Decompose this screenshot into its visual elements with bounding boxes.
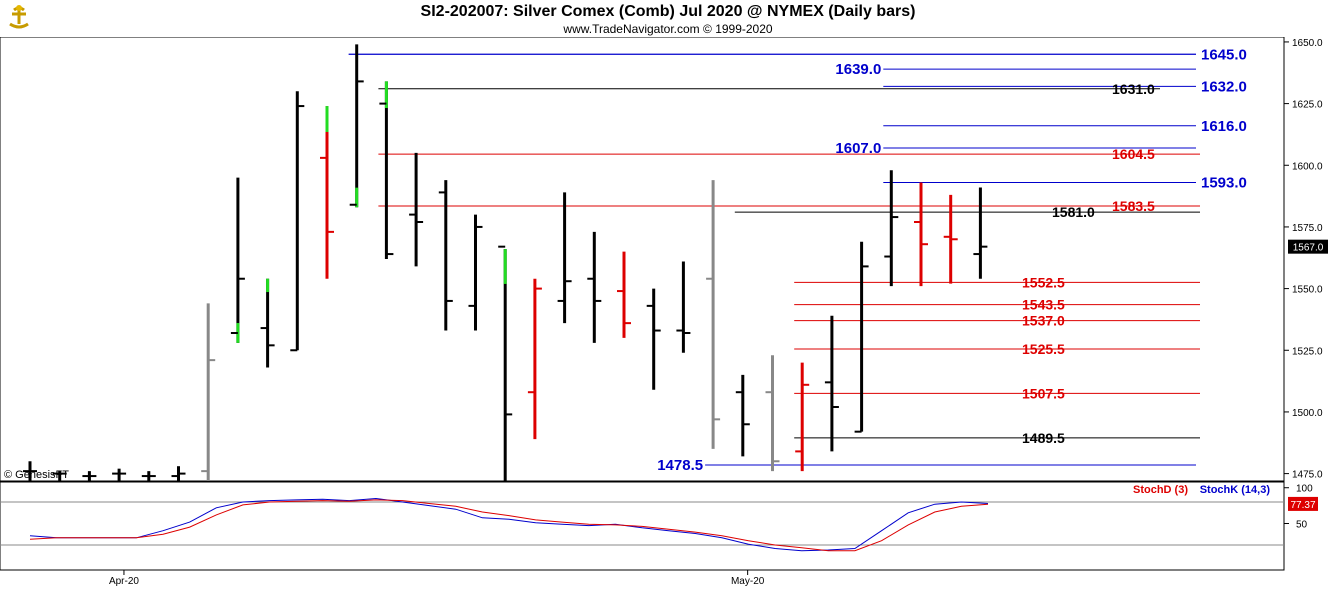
level-label: 1543.5: [1022, 297, 1065, 313]
level-label: 1604.5: [1112, 146, 1155, 162]
level-label: 1489.5: [1022, 430, 1065, 446]
stoch-last-box: [1288, 496, 1318, 511]
level-label: 1537.0: [1022, 313, 1065, 329]
date-axis: Apr-20 May-20: [109, 570, 765, 587]
date-tick-label: Apr-20: [109, 576, 139, 587]
stoch-k-legend: StochK (14,3): [1200, 484, 1271, 496]
level-label: 1583.5: [1112, 198, 1155, 214]
level-label: 1507.5: [1022, 385, 1065, 401]
level-label: 1639.0: [835, 61, 881, 78]
level-label: 1525.5: [1022, 341, 1065, 357]
price-axis: 1650.0 1625.0 1600.0 1575.0 1550.0 1525.0 1500…: [1284, 38, 1328, 481]
stoch-lines: [29, 497, 989, 552]
level-label: 1581.0: [1052, 204, 1095, 220]
stoch-guides: [0, 501, 1284, 546]
price-tick-label: 1600.0: [1292, 161, 1323, 172]
price-tick-label: 1625.0: [1292, 100, 1323, 111]
levels: 1645.0 1639.0 1632.0 1631.0 1616.0 1607.0 1604…: [348, 46, 1247, 474]
level-label: 1478.5: [657, 457, 703, 474]
stoch-axis: 100 50 77.37: [1284, 484, 1318, 530]
stoch-tick-label: 50: [1296, 519, 1308, 530]
stoch-last-label: 77.37: [1290, 500, 1315, 511]
genesis-logo-icon: [9, 5, 29, 29]
stoch-series-line: [29, 499, 989, 552]
level-label: 1593.0: [1201, 175, 1247, 192]
price-bars: [23, 44, 988, 481]
stoch-d-legend: StochD (3): [1133, 484, 1188, 496]
price-tick-label: 1500.0: [1292, 408, 1323, 419]
chart-subtitle: www.TradeNavigator.com © 1999-2020: [563, 22, 773, 36]
level-label: 1607.0: [835, 140, 881, 157]
price-tick-label: 1525.0: [1292, 346, 1323, 357]
level-label: 1645.0: [1201, 46, 1247, 63]
price-tick-label: 1650.0: [1292, 38, 1323, 49]
level-label: 1616.0: [1201, 118, 1247, 135]
price-tick-label: 1550.0: [1292, 285, 1323, 296]
last-price-box: [1288, 239, 1328, 254]
level-label: 1552.5: [1022, 274, 1065, 290]
price-tick-label: 1475.0: [1292, 470, 1323, 481]
watermark: © GenesisFT: [4, 469, 69, 481]
stoch-tick-label: 100: [1296, 484, 1313, 495]
stoch-series-line: [29, 497, 989, 552]
price-tick-label: 1575.0: [1292, 223, 1323, 234]
last-price-label: 1567.0: [1293, 243, 1324, 254]
header: SI2-202007: Silver Comex (Comb) Jul 2020…: [0, 0, 1336, 37]
price-panel: [0, 36, 1285, 482]
level-label: 1632.0: [1201, 78, 1247, 95]
date-tick-label: May-20: [731, 576, 765, 587]
chart-title: SI2-202007: Silver Comex (Comb) Jul 2020…: [420, 3, 916, 20]
level-label: 1631.0: [1112, 81, 1155, 97]
